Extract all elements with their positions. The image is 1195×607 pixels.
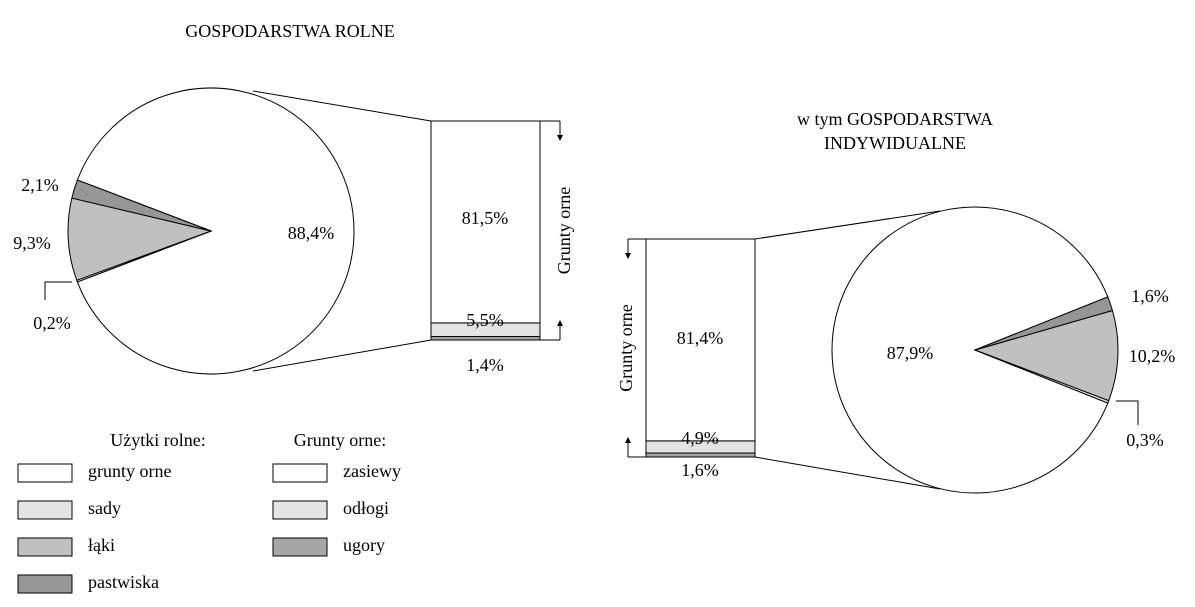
bar-label: 81,5% [462,208,509,228]
legend-swatch [17,574,73,594]
arrow [557,135,563,141]
legend-label: odłogi [343,498,389,518]
connector-line [754,456,941,490]
bar-axis-label: Grunty orne [554,187,574,274]
legend-label: grunty orne [88,461,171,481]
legend-label: zasiewy [343,461,401,481]
legend-label: sady [88,498,121,518]
slice-label: 0,3% [1126,430,1164,450]
bar-segment [645,238,756,442]
bar-label: 1,6% [681,460,719,480]
pie-slice [974,296,1114,351]
leader-line [1116,400,1139,425]
slice-label: 2,1% [21,175,59,195]
legend-label: ugory [343,535,385,555]
slice-label: 9,3% [13,233,51,253]
legend-swatch [17,500,73,520]
bar-label: 5,5% [466,310,504,330]
pie-slice [67,197,213,281]
connector-line [754,210,941,240]
leader-line [44,281,72,300]
legend-swatch [17,463,73,483]
slice-label: 0,2% [33,313,71,333]
legend-swatch [17,537,73,557]
bar-segment [645,452,756,458]
chart-title: w tym GOSPODARSTWA [797,109,993,129]
pie-slice [973,309,1119,402]
bar-segment [430,336,541,341]
chart-title: GOSPODARSTWA ROLNE [185,21,395,41]
legend-swatch [272,500,328,520]
slice-label: 10,2% [1129,346,1176,366]
arrow [557,320,563,326]
bar-label: 81,4% [677,328,724,348]
bar-segment [430,120,541,324]
slice-label: 88,4% [288,223,335,243]
bar-label: 4,9% [681,428,719,448]
legend-title: Użytki rolne: [110,430,205,450]
bar-label: 1,4% [466,355,504,375]
legend-label: pastwiska [88,572,159,592]
connector-line [252,339,432,372]
chart-title: INDYWIDUALNE [824,133,966,153]
legend-label: łąki [88,535,115,555]
legend-title: Grunty orne: [294,430,386,450]
arrow [625,437,631,443]
slice-label: 87,9% [887,343,934,363]
connector-line [252,90,432,122]
slice-label: 1,6% [1131,286,1169,306]
pie-slice [71,179,212,232]
legend-swatch [272,463,328,483]
pie-slice [76,87,355,375]
arrow [625,253,631,259]
legend-swatch [272,537,328,557]
pie-slice [831,206,1109,494]
bar-axis-label: Grunty orne [616,304,636,391]
